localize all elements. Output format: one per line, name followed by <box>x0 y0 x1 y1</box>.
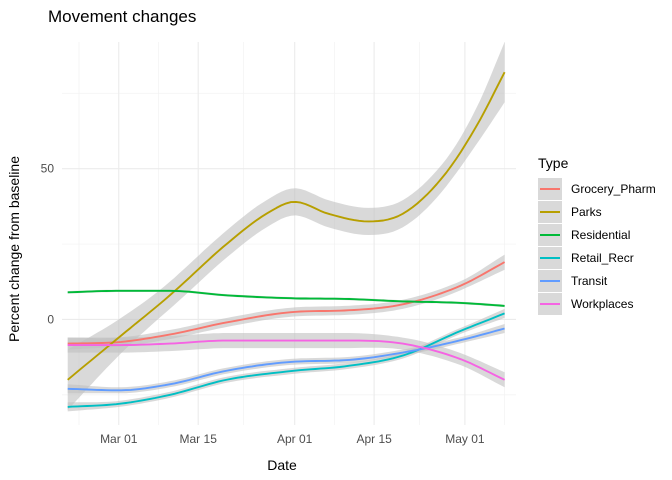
x-axis-label: Date <box>267 457 297 473</box>
line-grocery-pharm <box>67 261 506 345</box>
series-lines <box>67 71 506 408</box>
legend-label: Transit <box>571 274 608 288</box>
band-workplaces <box>67 333 505 388</box>
legend: Type Grocery_Pharm Parks Residential Retail… <box>538 155 656 315</box>
legend-item-transit: Transit <box>538 270 608 292</box>
line-retail-recr <box>67 312 505 408</box>
x-tick-label: Mar 01 <box>100 432 138 446</box>
legend-item-workplaces: Workplaces <box>538 293 633 315</box>
y-tick-label: 0 <box>47 312 54 326</box>
line-residential <box>67 289 505 307</box>
legend-label: Grocery_Pharm <box>571 182 656 196</box>
x-tick-label: Apr 15 <box>356 432 392 446</box>
x-tick-label: Mar 15 <box>180 432 218 446</box>
x-tick-label: May 01 <box>445 432 485 446</box>
chart-title: Movement changes <box>48 7 196 26</box>
line-parks <box>67 71 506 381</box>
x-tick-labels: Mar 01 Mar 15 Apr 01 Apr 15 May 01 <box>100 432 485 446</box>
legend-label: Retail_Recr <box>571 251 634 265</box>
confidence-bands <box>67 42 505 412</box>
legend-item-residential: Residential <box>538 224 630 246</box>
x-tick-label: Apr 01 <box>277 432 313 446</box>
legend-item-retail-recr: Retail_Recr <box>538 247 634 269</box>
legend-label: Parks <box>571 205 602 219</box>
legend-label: Workplaces <box>571 297 633 311</box>
y-axis-label: Percent change from baseline <box>6 156 22 342</box>
legend-title: Type <box>538 155 569 171</box>
line-workplaces <box>67 339 506 381</box>
legend-item-grocery-pharm: Grocery_Pharm <box>538 178 656 200</box>
y-tick-label: 50 <box>41 162 55 176</box>
y-tick-labels: 0 50 <box>41 162 55 327</box>
grid-lines <box>62 42 516 425</box>
legend-label: Residential <box>571 228 630 242</box>
line-transit <box>67 327 505 392</box>
legend-item-parks: Parks <box>538 201 602 223</box>
